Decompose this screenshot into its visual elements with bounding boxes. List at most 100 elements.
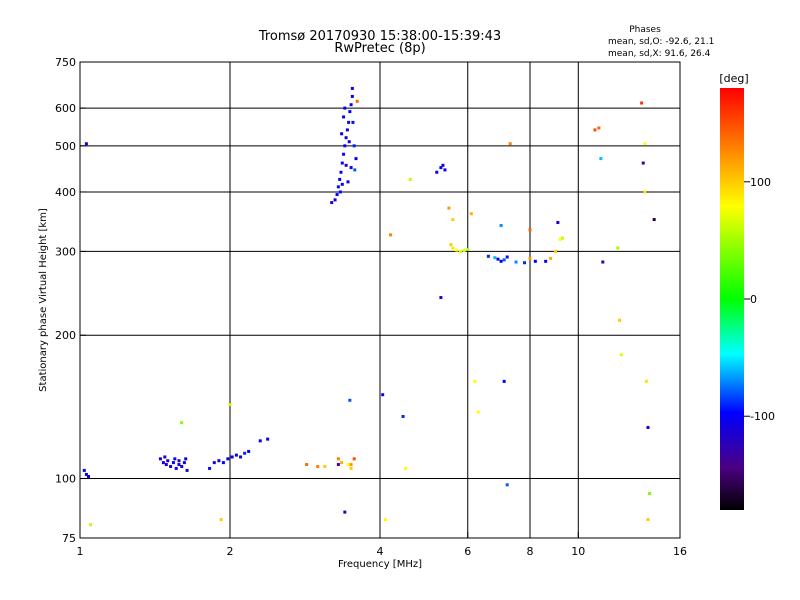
data-point (508, 142, 512, 146)
data-point (226, 457, 230, 461)
data-point (493, 256, 497, 260)
data-point (161, 461, 165, 465)
x-tick-label: 2 (227, 545, 234, 558)
data-point (549, 256, 553, 260)
data-point (330, 201, 334, 205)
chart-subtitle: RwPretec (8p) (334, 41, 425, 56)
chart-title: Tromsø 20170930 15:38:00-15:39:43 (258, 29, 501, 44)
data-point (408, 177, 412, 181)
data-point (648, 492, 652, 496)
data-point (323, 464, 327, 468)
x-tick-label: 8 (527, 545, 534, 558)
data-point (239, 455, 243, 459)
data-point (451, 218, 455, 222)
colorbar (720, 88, 744, 510)
data-point (505, 483, 509, 487)
data-point (528, 256, 532, 260)
data-point (383, 518, 387, 522)
phases-line-o: mean, sd,O: -92.6, 21.1 (608, 37, 714, 47)
data-point (333, 198, 337, 202)
data-point (350, 94, 354, 98)
data-point (258, 439, 262, 443)
data-point (486, 254, 490, 258)
data-point (305, 463, 309, 467)
data-point (616, 246, 620, 250)
data-point (349, 463, 353, 467)
data-point (561, 236, 565, 240)
data-point (389, 233, 393, 237)
data-points (82, 86, 656, 527)
data-point (158, 457, 162, 461)
data-point (171, 461, 175, 465)
data-point (455, 248, 459, 252)
data-point (340, 182, 344, 186)
data-point (185, 468, 189, 472)
y-axis-label: Stationary phase Virtual Height [km] (38, 208, 49, 392)
data-point (640, 101, 644, 105)
data-point (441, 163, 445, 167)
data-point (352, 144, 356, 148)
x-axis-label: Frequency [MHz] (338, 559, 422, 570)
data-point (496, 257, 500, 261)
data-point (340, 461, 344, 465)
data-point (212, 461, 216, 465)
data-point (346, 180, 350, 184)
data-point (646, 518, 650, 522)
data-point (401, 414, 405, 418)
data-point (528, 228, 532, 232)
data-point (349, 166, 353, 170)
data-point (228, 403, 232, 407)
data-point (439, 296, 443, 300)
data-point (180, 464, 184, 468)
data-point (177, 459, 181, 463)
data-point (469, 212, 473, 216)
grid-lines (80, 62, 680, 538)
data-point (505, 255, 509, 259)
y-tick-labels: 75 100 200 300 400 500 600 750 (55, 56, 86, 545)
data-point (641, 161, 645, 165)
data-point (544, 259, 548, 263)
data-point (345, 128, 349, 132)
data-point (349, 466, 353, 470)
data-point (336, 185, 340, 189)
data-point (353, 168, 357, 172)
data-point (338, 177, 342, 181)
data-point (234, 453, 238, 457)
data-point (208, 466, 212, 470)
data-point (458, 249, 462, 253)
data-point (219, 518, 223, 522)
data-point (347, 120, 351, 124)
data-point (381, 393, 385, 397)
data-point (355, 99, 359, 103)
data-point (166, 459, 170, 463)
colorbar-tick-label: -100 (750, 410, 775, 423)
x-tick-label: 16 (673, 545, 687, 558)
x-tick-labels: 1 2 4 6 8 10 16 (77, 532, 687, 558)
data-point (473, 379, 477, 383)
data-point (618, 318, 622, 322)
data-point (316, 464, 320, 468)
data-point (643, 142, 647, 146)
data-point (348, 398, 352, 402)
data-point (336, 457, 340, 461)
data-point (644, 379, 648, 383)
data-point (343, 106, 347, 110)
data-point (646, 425, 650, 429)
data-point (597, 126, 601, 130)
data-point (466, 247, 470, 251)
data-point (553, 249, 557, 253)
data-point (652, 218, 656, 222)
data-point (593, 128, 597, 132)
data-point (451, 246, 455, 250)
data-point (558, 237, 562, 241)
data-point (336, 463, 340, 467)
y-tick-label: 75 (62, 532, 76, 545)
y-tick-label: 400 (55, 186, 76, 199)
data-point (403, 466, 407, 470)
data-point (514, 260, 518, 264)
data-point (476, 410, 480, 414)
data-point (247, 449, 251, 453)
data-point (182, 461, 186, 465)
y-tick-label: 300 (55, 245, 76, 258)
